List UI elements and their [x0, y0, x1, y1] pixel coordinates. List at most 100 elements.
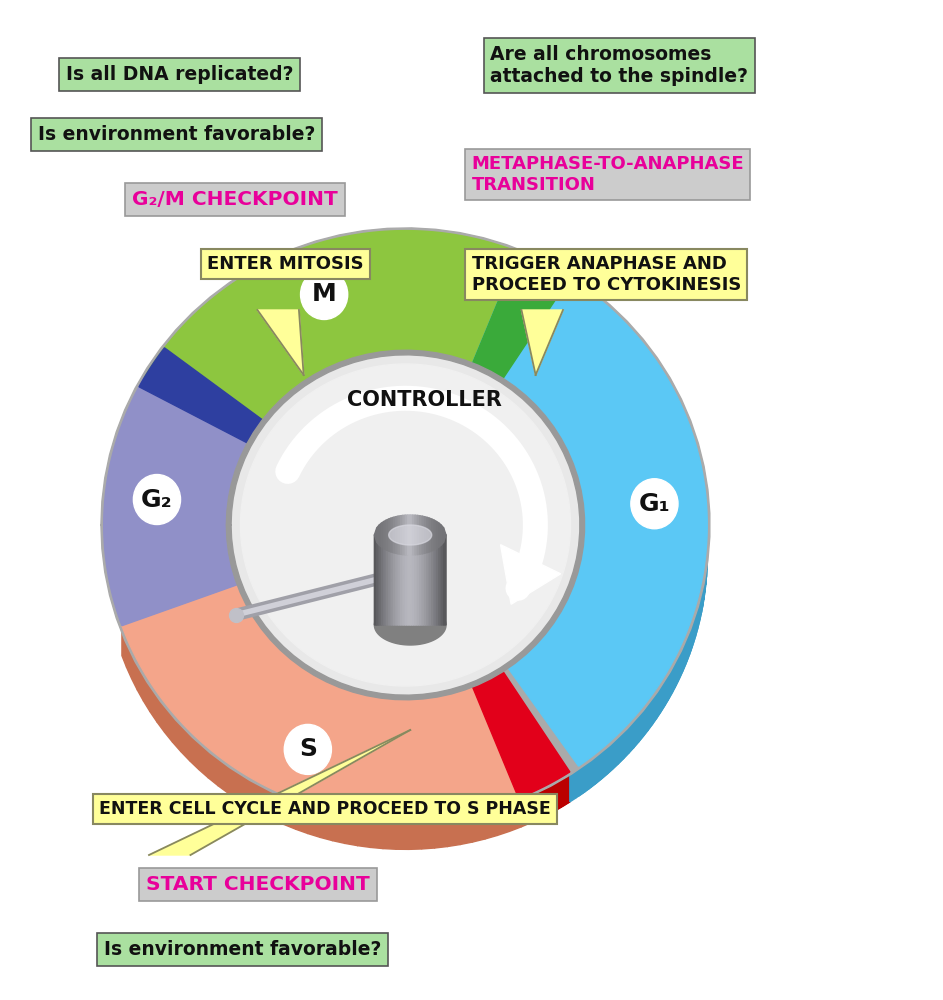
Polygon shape [254, 609, 257, 646]
Polygon shape [570, 768, 576, 802]
Polygon shape [700, 460, 702, 497]
Polygon shape [668, 380, 671, 416]
Polygon shape [521, 792, 533, 827]
Polygon shape [247, 597, 251, 633]
Polygon shape [634, 712, 638, 748]
Polygon shape [643, 701, 648, 737]
Polygon shape [694, 439, 696, 476]
Polygon shape [437, 691, 444, 722]
Polygon shape [688, 621, 691, 658]
Polygon shape [410, 529, 413, 625]
Text: G₂: G₂ [141, 488, 173, 512]
Polygon shape [629, 718, 634, 753]
Polygon shape [700, 585, 701, 622]
Polygon shape [692, 432, 694, 469]
Polygon shape [601, 745, 606, 780]
Polygon shape [573, 568, 574, 602]
Polygon shape [429, 518, 432, 552]
Polygon shape [547, 785, 548, 815]
Polygon shape [122, 583, 523, 819]
Polygon shape [536, 790, 537, 820]
Polygon shape [555, 609, 557, 643]
Polygon shape [525, 646, 529, 679]
Polygon shape [567, 586, 569, 620]
Polygon shape [441, 532, 443, 625]
Polygon shape [509, 659, 512, 692]
Polygon shape [415, 694, 422, 725]
Polygon shape [528, 643, 531, 676]
Polygon shape [371, 692, 378, 723]
Polygon shape [422, 694, 430, 724]
Polygon shape [403, 529, 405, 625]
Polygon shape [296, 799, 308, 834]
Polygon shape [349, 686, 356, 718]
Polygon shape [634, 332, 638, 368]
Polygon shape [602, 302, 607, 336]
Polygon shape [540, 788, 542, 818]
Polygon shape [149, 730, 410, 855]
Polygon shape [511, 658, 515, 690]
Polygon shape [563, 594, 565, 628]
Polygon shape [698, 592, 700, 629]
Polygon shape [535, 636, 538, 670]
Polygon shape [652, 689, 656, 725]
Polygon shape [560, 600, 562, 634]
Polygon shape [668, 664, 671, 700]
Polygon shape [422, 516, 424, 554]
Circle shape [631, 479, 678, 529]
Circle shape [301, 269, 348, 319]
Polygon shape [538, 633, 540, 666]
Polygon shape [585, 288, 590, 322]
Polygon shape [694, 604, 696, 641]
Polygon shape [321, 807, 333, 841]
Polygon shape [569, 582, 570, 616]
Polygon shape [333, 811, 345, 843]
Polygon shape [548, 784, 549, 815]
Polygon shape [387, 530, 389, 625]
Polygon shape [244, 590, 247, 627]
Polygon shape [550, 783, 551, 814]
Polygon shape [643, 343, 648, 379]
Polygon shape [553, 782, 554, 812]
Polygon shape [685, 631, 687, 668]
Polygon shape [443, 533, 446, 625]
Polygon shape [704, 561, 705, 598]
Polygon shape [438, 523, 441, 547]
Polygon shape [393, 530, 396, 625]
Polygon shape [532, 640, 535, 673]
Polygon shape [281, 644, 286, 679]
Polygon shape [648, 695, 652, 731]
Text: Is all DNA replicated?: Is all DNA replicated? [66, 65, 293, 84]
Polygon shape [692, 611, 694, 648]
Polygon shape [199, 740, 208, 778]
Polygon shape [241, 583, 244, 620]
Polygon shape [540, 630, 543, 663]
Polygon shape [342, 684, 349, 716]
Polygon shape [537, 790, 538, 820]
Polygon shape [508, 660, 511, 693]
Polygon shape [535, 790, 536, 821]
Polygon shape [271, 633, 275, 669]
Polygon shape [415, 515, 418, 555]
Polygon shape [546, 785, 547, 816]
Polygon shape [420, 529, 422, 625]
Polygon shape [676, 649, 679, 685]
Polygon shape [505, 662, 509, 694]
Polygon shape [629, 327, 634, 362]
Circle shape [133, 475, 180, 525]
Polygon shape [444, 689, 452, 721]
Polygon shape [384, 520, 387, 550]
Polygon shape [501, 545, 560, 604]
Polygon shape [551, 616, 553, 650]
Polygon shape [181, 722, 190, 761]
Polygon shape [672, 655, 676, 692]
Polygon shape [660, 367, 664, 403]
Polygon shape [588, 754, 595, 789]
Polygon shape [443, 528, 446, 542]
Polygon shape [583, 759, 588, 793]
Polygon shape [689, 618, 692, 654]
Polygon shape [618, 729, 623, 764]
Polygon shape [173, 712, 181, 752]
Polygon shape [472, 679, 479, 712]
Polygon shape [219, 756, 228, 793]
